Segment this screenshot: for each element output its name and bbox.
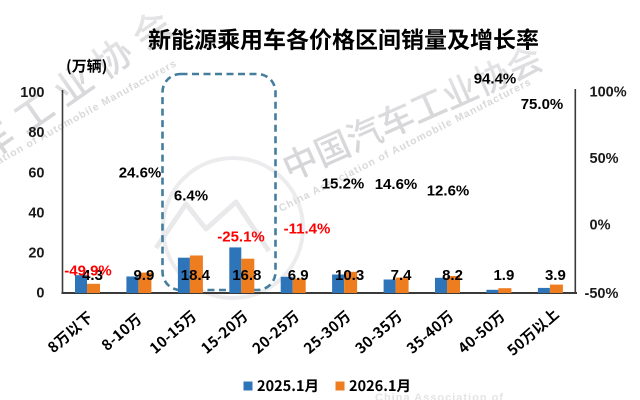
svg-text:80: 80 <box>28 125 44 141</box>
svg-text:6.4%: 6.4% <box>174 187 208 204</box>
svg-text:16.8: 16.8 <box>232 267 261 284</box>
svg-text:-50%: -50% <box>585 286 619 302</box>
svg-text:10.3: 10.3 <box>335 267 364 284</box>
svg-text:0%: 0% <box>590 218 611 234</box>
svg-text:6.9: 6.9 <box>288 267 309 284</box>
svg-text:3.9: 3.9 <box>545 267 566 284</box>
svg-text:100: 100 <box>20 85 44 101</box>
svg-text:1.9: 1.9 <box>493 267 514 284</box>
svg-text:-49.9%: -49.9% <box>64 262 112 279</box>
svg-text:14.6%: 14.6% <box>375 176 418 193</box>
svg-text:94.4%: 94.4% <box>474 70 517 87</box>
svg-text:18.4: 18.4 <box>181 267 211 284</box>
svg-text:9.9: 9.9 <box>133 267 154 284</box>
svg-text:8.2: 8.2 <box>442 267 463 284</box>
svg-text:-11.4%: -11.4% <box>284 220 331 237</box>
svg-text:50%: 50% <box>590 151 619 167</box>
svg-text:-25.1%: -25.1% <box>217 228 265 245</box>
svg-text:40: 40 <box>28 205 44 221</box>
svg-text:7.4: 7.4 <box>391 267 413 284</box>
svg-text:4.3: 4.3 <box>82 267 103 284</box>
svg-text:China Association of: China Association of <box>375 392 504 400</box>
svg-text:12.6%: 12.6% <box>427 182 470 199</box>
svg-text:60: 60 <box>28 165 44 181</box>
svg-text:75.0%: 75.0% <box>521 96 564 113</box>
svg-text:24.6%: 24.6% <box>119 164 162 181</box>
svg-text:15.2%: 15.2% <box>322 175 365 192</box>
svg-text:20: 20 <box>28 246 44 262</box>
svg-text:0: 0 <box>36 286 44 302</box>
svg-text:100%: 100% <box>590 84 627 100</box>
